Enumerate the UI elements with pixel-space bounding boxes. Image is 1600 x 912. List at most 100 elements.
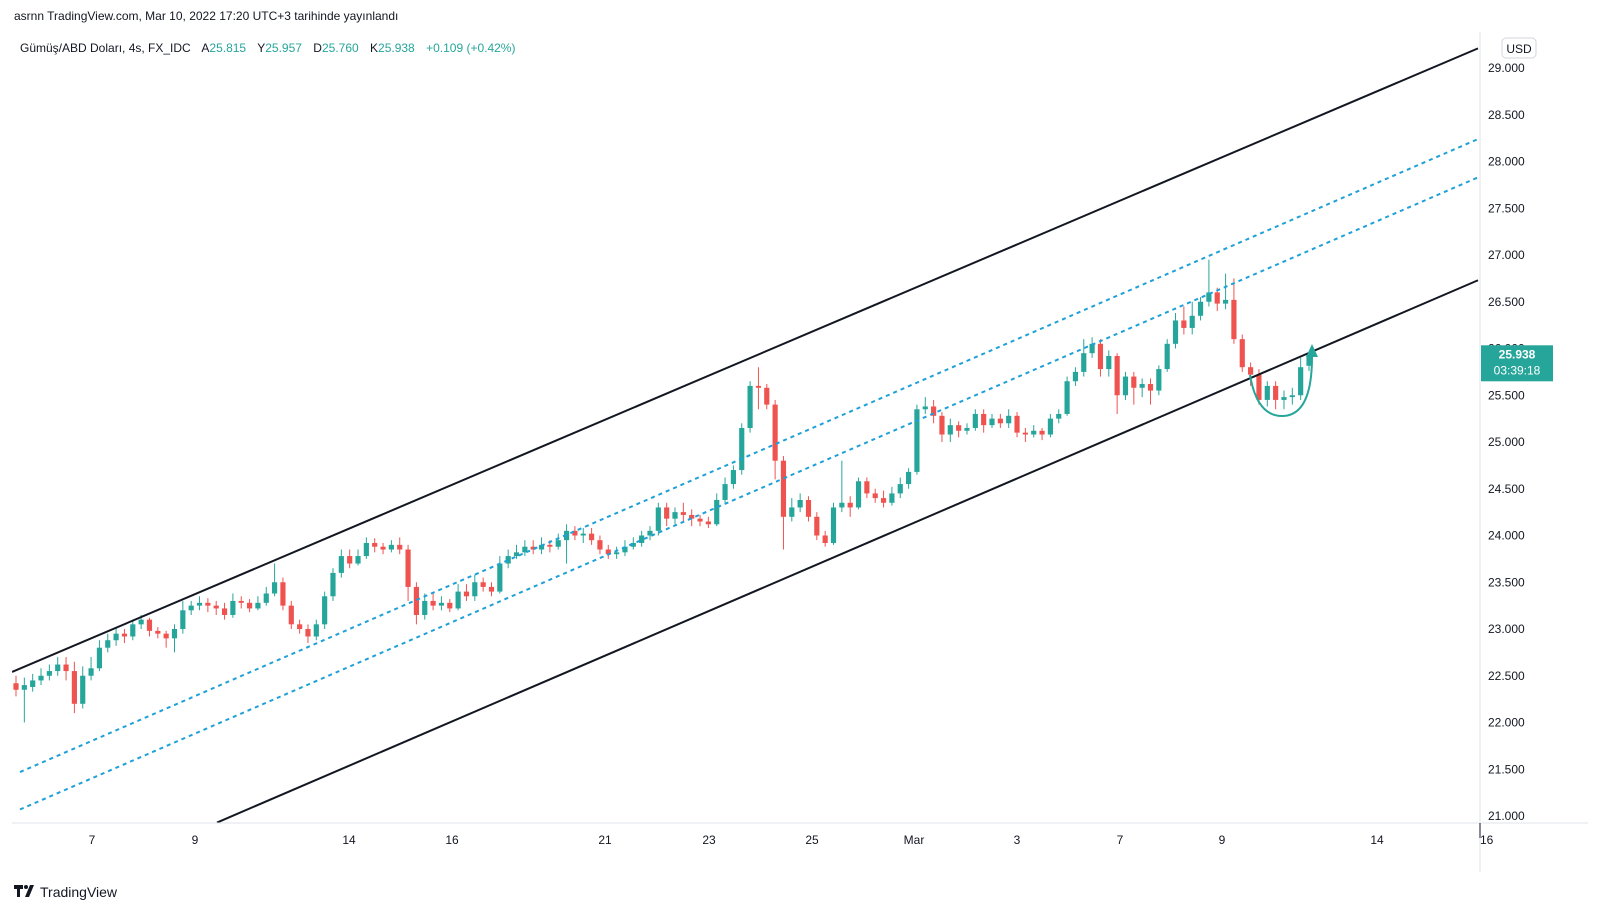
candle-body [722,484,728,500]
candle [246,599,253,613]
candle [313,619,319,641]
time-tick-label: 7 [89,833,96,847]
candle [1022,427,1028,442]
candle-body [238,600,244,603]
candle-body [839,502,845,508]
candle [1231,278,1237,344]
price-tick-label: 24.000 [1488,529,1525,543]
candle-body [547,544,553,547]
legend-symbol: Gümüş/ABD Doları, 4s, FX_IDC [20,41,191,55]
candle [1039,427,1045,441]
candle-body [1006,415,1012,424]
channel-line[interactable] [216,279,1479,824]
candle [1298,357,1304,400]
candle [55,657,61,676]
candle-body [472,582,478,597]
candle-body [13,683,19,690]
candle [363,537,369,559]
candle-body [1039,430,1045,435]
candle [280,577,286,611]
price-tick-label: 22.000 [1488,716,1525,730]
candle-body [438,602,445,606]
candle [38,668,44,686]
candle [221,602,228,620]
candle-body [789,507,795,517]
candle-body [38,675,44,681]
candle [1214,287,1220,312]
candle [722,477,728,503]
candle [597,535,603,555]
candle-body [622,546,628,553]
time-axis-ticks: 7 9 14 16 21 23 25 Mar 3 7 9 14 16 [89,833,1494,847]
candle-body [188,605,194,611]
price-chart[interactable]: Gümüş/ABD Doları, 4s, FX_IDC A25.815 Y25… [11,32,1588,872]
candle-body [739,427,745,471]
candle-body [647,530,653,536]
price-tick-label: 25.500 [1488,388,1525,402]
inner-channel-line[interactable] [19,138,1479,773]
candle [71,661,77,714]
candle [263,586,269,606]
candle [1031,425,1037,438]
candle [880,490,887,508]
candle-body [1231,299,1237,340]
candle-body [922,406,928,410]
candle-body [897,484,903,494]
candle-body [447,602,453,609]
candle [1047,413,1053,438]
candle [847,496,853,517]
candle-body [1248,367,1254,375]
candle-body [1222,299,1229,304]
candle-body [864,481,870,494]
currency-button[interactable]: USD [1501,37,1537,59]
candle [580,528,586,543]
candle-body [1014,415,1020,433]
candle-body [847,502,853,508]
candle [1189,301,1195,335]
candle [130,619,136,641]
candle [405,544,411,601]
candle-body [413,586,419,615]
candle-body [1131,376,1137,388]
candle-body [138,619,144,625]
legend-low-label: D [313,41,322,55]
price-tick-label: 27.000 [1488,248,1525,262]
candle [1072,367,1079,386]
candle-body [1022,432,1028,435]
legend-open-label: A [201,41,209,55]
channel-line[interactable] [11,47,1479,673]
candle-body [1072,371,1079,382]
candle-body [572,530,578,536]
legend-change: +0.109 (+0.42%) [426,41,515,55]
candle-body [972,413,978,428]
candle [105,633,111,653]
footer-brand[interactable]: TradingView [14,884,117,900]
chart-container[interactable]: Gümüş/ABD Doları, 4s, FX_IDC A25.815 Y25… [11,32,1588,872]
candle-body [906,471,912,485]
candle [1064,376,1070,416]
price-axis-ticks: 29.00028.50028.00027.50027.00026.50026.0… [1488,61,1525,823]
candle-body [71,671,77,704]
candle [488,582,495,597]
candle-body [1289,395,1295,398]
candle-body [1139,384,1145,388]
candle [855,477,862,510]
tradingview-logo-icon [14,884,36,900]
time-tick-label: 16 [445,833,459,847]
candle [1172,312,1179,349]
candle-body [505,556,511,564]
price-tick-label: 21.500 [1488,762,1525,776]
candle [931,399,937,424]
candle [956,421,962,438]
candle-body [747,385,753,428]
inner-channel-line[interactable] [19,176,1479,811]
legend-close: 25.938 [378,41,415,55]
candle [438,596,445,611]
candle [213,600,219,615]
candle-body [805,499,812,517]
candle-body [113,633,119,641]
time-tick-label: 9 [192,833,199,847]
candle [1197,297,1204,321]
candle-body [1156,369,1162,391]
candle [1147,378,1154,405]
